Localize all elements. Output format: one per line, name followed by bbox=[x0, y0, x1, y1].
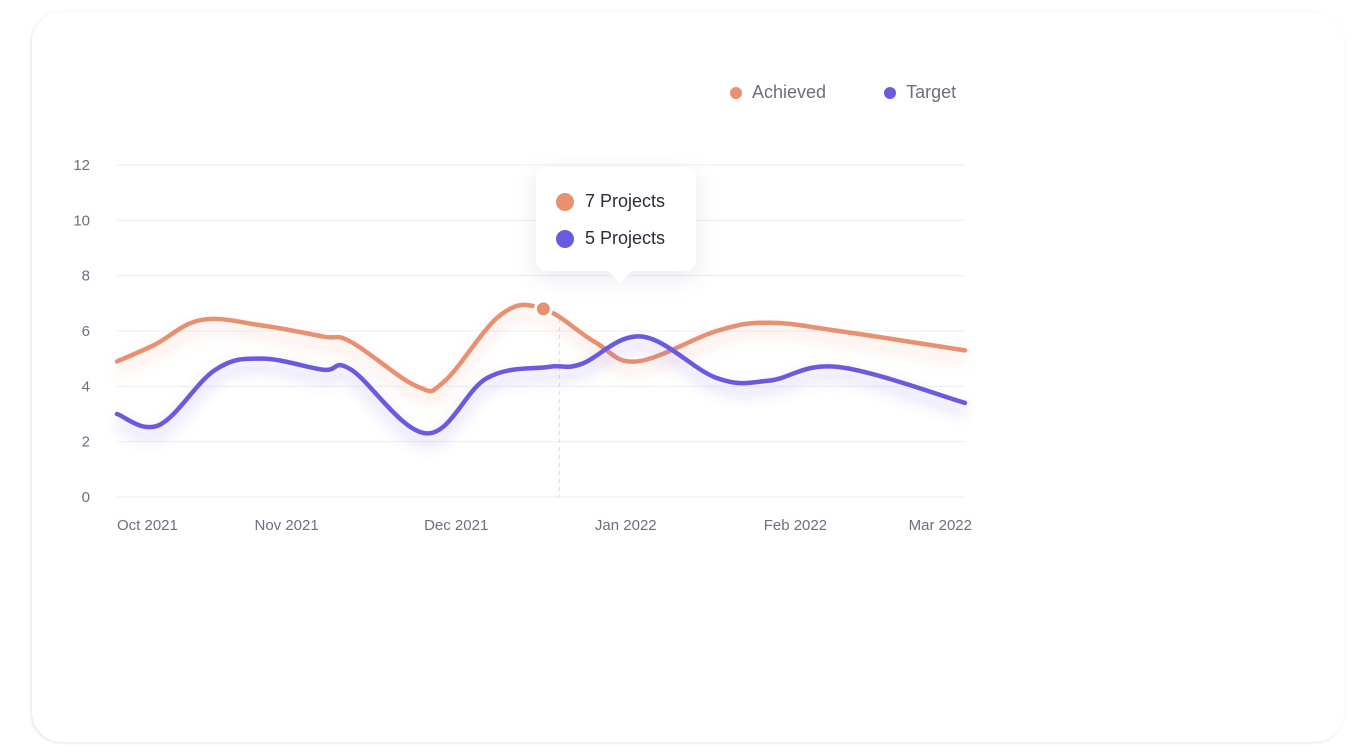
y-tick-label: 0 bbox=[82, 489, 90, 506]
tooltip-value-achieved: 7 Projects bbox=[585, 191, 666, 211]
x-tick-label: Mar 2022 bbox=[909, 517, 972, 534]
y-tick-label: 10 bbox=[73, 212, 90, 229]
legend-item-target[interactable]: Target bbox=[884, 82, 956, 103]
series-line-achieved[interactable] bbox=[114, 302, 968, 394]
chart-card bbox=[32, 12, 1344, 742]
series-lines bbox=[114, 302, 968, 446]
x-tick-label: Oct 2021 bbox=[117, 517, 178, 534]
y-tick-label: 12 bbox=[73, 157, 90, 174]
legend-swatch-target bbox=[884, 86, 897, 99]
series-glow-target bbox=[115, 342, 966, 446]
chart-tooltip: 7 Projects 5 Projects bbox=[536, 167, 696, 283]
y-axis-ticks: 0 2 4 6 8 10 12 bbox=[73, 157, 90, 506]
series-glow-achieved bbox=[115, 310, 966, 404]
legend-label-achieved: Achieved bbox=[752, 82, 827, 102]
chart-legend: Achieved Target bbox=[730, 82, 956, 103]
x-tick-label: Dec 2021 bbox=[424, 517, 488, 534]
tooltip-row-target: 5 Projects bbox=[556, 228, 665, 249]
legend-swatch-achieved bbox=[730, 86, 742, 99]
tooltip-swatch-target bbox=[556, 229, 574, 248]
tooltip-value-target: 5 Projects bbox=[585, 228, 666, 248]
legend-item-achieved[interactable]: Achieved bbox=[730, 82, 826, 103]
series-line-target[interactable] bbox=[114, 334, 968, 436]
x-tick-label: Jan 2022 bbox=[595, 517, 657, 534]
y-tick-label: 4 bbox=[82, 378, 90, 395]
y-tick-label: 8 bbox=[82, 268, 90, 285]
x-axis-ticks: Oct 2021 Nov 2021 Dec 2021 Jan 2022 Feb 2022… bbox=[117, 517, 972, 534]
y-tick-label: 6 bbox=[82, 323, 90, 340]
legend-label-target: Target bbox=[906, 82, 957, 102]
y-tick-label: 2 bbox=[82, 434, 90, 451]
tooltip-swatch-achieved bbox=[556, 192, 574, 211]
x-tick-label: Feb 2022 bbox=[764, 517, 827, 534]
tooltip-row-achieved: 7 Projects bbox=[556, 191, 665, 212]
x-tick-label: Nov 2021 bbox=[254, 517, 318, 534]
highlight-point[interactable] bbox=[533, 299, 553, 319]
